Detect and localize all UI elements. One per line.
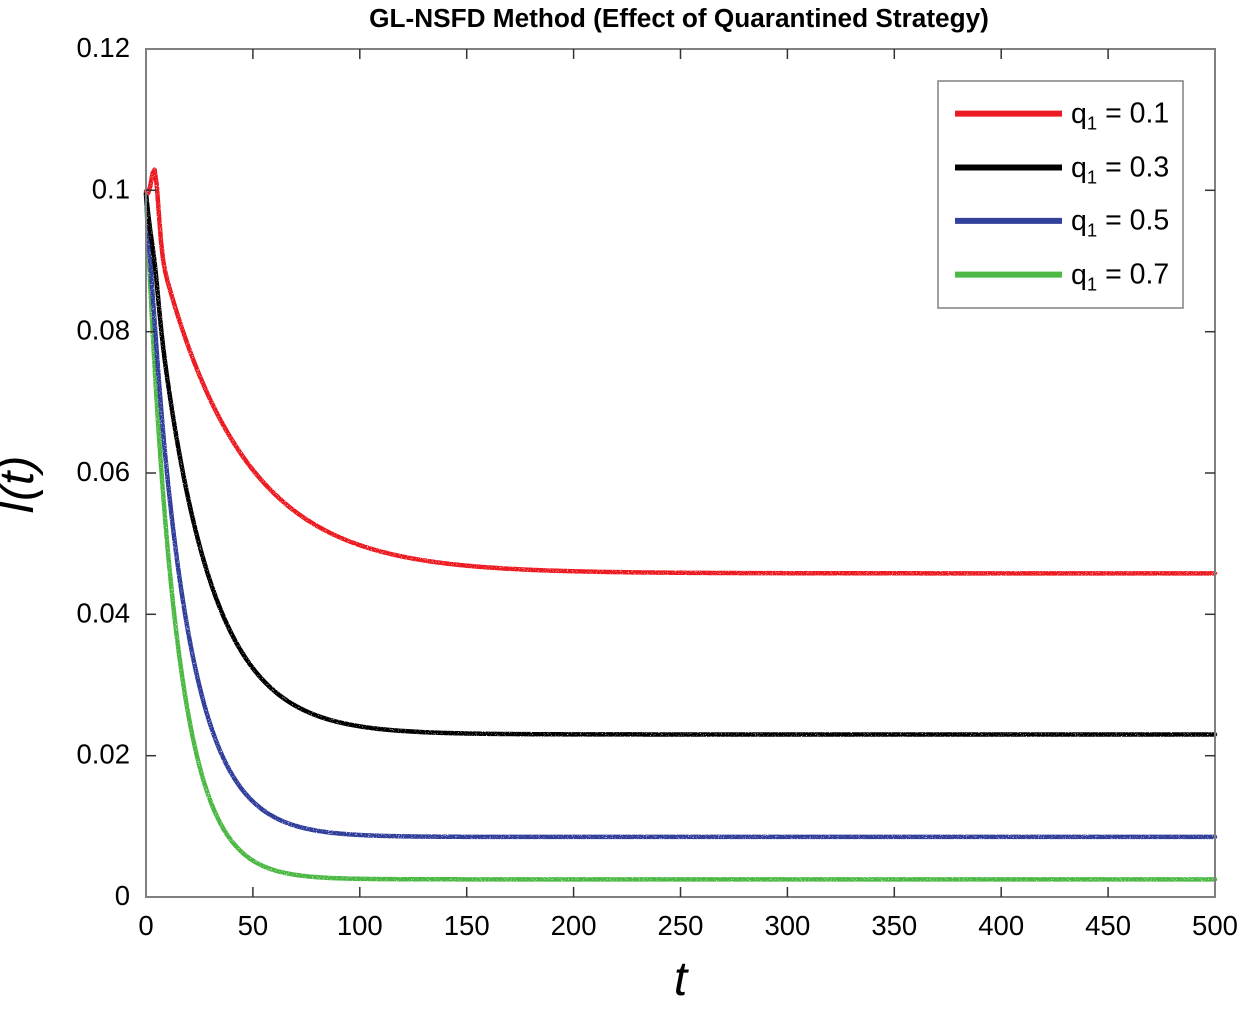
- svg-text:I(t): I(t): [0, 456, 44, 515]
- svg-text:250: 250: [658, 910, 704, 941]
- svg-text:350: 350: [871, 910, 917, 941]
- svg-text:q1 = 0.7: q1 = 0.7: [1071, 259, 1169, 295]
- svg-text:450: 450: [1085, 910, 1131, 941]
- svg-text:GL-NSFD Method (Effect of Quar: GL-NSFD Method (Effect of Quarantined St…: [369, 3, 989, 33]
- svg-text:0.12: 0.12: [76, 32, 130, 63]
- svg-text:0.04: 0.04: [76, 597, 130, 628]
- svg-text:q1 = 0.5: q1 = 0.5: [1071, 205, 1169, 241]
- svg-text:0: 0: [138, 910, 153, 941]
- svg-text:0: 0: [115, 880, 130, 911]
- svg-text:150: 150: [444, 910, 490, 941]
- svg-text:q1 = 0.1: q1 = 0.1: [1071, 98, 1169, 134]
- svg-text:200: 200: [551, 910, 597, 941]
- svg-text:0.08: 0.08: [76, 315, 130, 346]
- svg-text:0.1: 0.1: [92, 173, 130, 204]
- svg-text:500: 500: [1192, 910, 1238, 941]
- svg-text:0.06: 0.06: [76, 456, 130, 487]
- svg-text:400: 400: [978, 910, 1024, 941]
- svg-text:50: 50: [238, 910, 269, 941]
- svg-text:t: t: [674, 953, 689, 1004]
- svg-text:0.02: 0.02: [76, 739, 130, 770]
- svg-text:q1 = 0.3: q1 = 0.3: [1071, 152, 1169, 188]
- svg-text:300: 300: [764, 910, 810, 941]
- svg-text:100: 100: [337, 910, 383, 941]
